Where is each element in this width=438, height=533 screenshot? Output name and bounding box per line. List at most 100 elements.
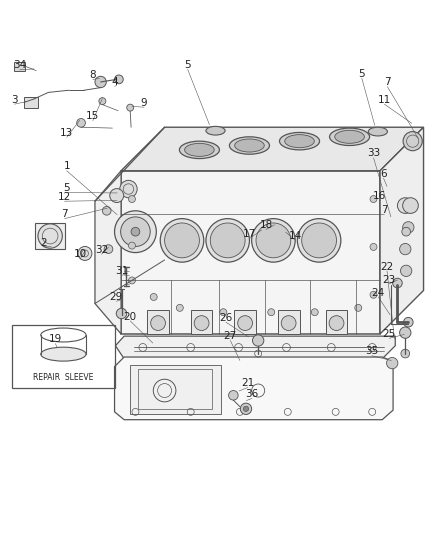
Circle shape [392,278,402,288]
Text: 10: 10 [74,249,87,260]
Circle shape [99,98,106,104]
Circle shape [120,180,137,198]
Text: 13: 13 [60,128,73,138]
Text: 29: 29 [110,292,123,302]
Circle shape [399,244,411,255]
Text: 5: 5 [358,69,365,79]
Circle shape [387,358,398,369]
Text: 26: 26 [219,313,233,323]
Circle shape [177,304,184,311]
Ellipse shape [206,126,225,135]
Circle shape [131,228,140,236]
Circle shape [253,335,264,346]
Text: 9: 9 [141,98,148,108]
Bar [325,310,347,334]
Ellipse shape [279,133,320,150]
Text: 17: 17 [243,229,257,239]
Circle shape [329,316,344,330]
Text: 20: 20 [124,312,137,321]
Circle shape [116,308,127,319]
Ellipse shape [335,130,364,143]
Circle shape [238,316,253,330]
Text: 11: 11 [378,95,391,105]
Text: 7: 7 [384,77,391,87]
Bar [130,365,221,414]
Polygon shape [115,357,393,419]
Ellipse shape [230,137,269,154]
Text: 22: 22 [380,262,394,271]
Bar [234,310,256,334]
Text: 24: 24 [372,288,385,297]
Circle shape [150,294,157,301]
Circle shape [102,206,111,215]
Circle shape [403,222,414,233]
Circle shape [95,76,106,87]
Text: 16: 16 [373,191,386,201]
Circle shape [206,219,250,262]
Circle shape [403,198,418,213]
Circle shape [128,277,135,284]
Text: 18: 18 [259,220,272,230]
Bar [121,171,380,334]
Text: 14: 14 [289,231,302,241]
Circle shape [252,219,295,262]
Text: 5: 5 [64,183,70,193]
Bar [278,310,300,334]
Bar [147,310,169,334]
Text: 31: 31 [115,266,128,276]
Text: 15: 15 [86,111,99,122]
Text: 19: 19 [49,334,62,344]
Circle shape [127,104,134,111]
Ellipse shape [329,128,370,146]
Polygon shape [95,171,121,334]
Circle shape [110,189,124,203]
Ellipse shape [368,127,388,136]
Text: 36: 36 [245,389,259,399]
Text: 34: 34 [13,60,26,70]
Circle shape [355,304,362,311]
Text: 1: 1 [64,161,70,172]
Ellipse shape [180,141,219,158]
Ellipse shape [41,347,86,361]
Circle shape [311,309,318,316]
Circle shape [160,219,204,262]
Ellipse shape [235,139,264,152]
Text: 3: 3 [11,95,18,105]
Circle shape [78,246,92,261]
Ellipse shape [38,224,62,248]
Text: 4: 4 [111,77,118,87]
Circle shape [297,219,341,262]
Circle shape [115,211,156,253]
Circle shape [268,309,275,316]
Text: 7: 7 [381,205,388,215]
Circle shape [165,223,199,258]
Text: 6: 6 [380,169,387,179]
Circle shape [256,223,291,258]
Text: REPAIR  SLEEVE: REPAIR SLEEVE [33,374,94,382]
Text: 25: 25 [382,329,396,339]
Text: 5: 5 [184,60,191,70]
Circle shape [403,132,422,151]
Circle shape [244,406,249,411]
Circle shape [120,217,150,246]
Text: 2: 2 [40,238,46,247]
Bar [24,97,39,108]
Bar [14,62,25,71]
Circle shape [400,265,412,277]
Circle shape [302,223,336,258]
Text: 8: 8 [89,70,96,80]
Circle shape [128,242,135,249]
Circle shape [115,75,123,84]
Circle shape [220,309,227,316]
Circle shape [128,196,135,203]
Polygon shape [116,336,395,359]
Bar [35,223,65,249]
Circle shape [104,245,113,254]
Circle shape [370,196,377,203]
Text: 33: 33 [367,148,380,158]
Circle shape [370,244,377,251]
Circle shape [229,391,238,400]
Text: 23: 23 [382,274,396,285]
Polygon shape [121,127,424,171]
Text: 32: 32 [95,245,108,255]
